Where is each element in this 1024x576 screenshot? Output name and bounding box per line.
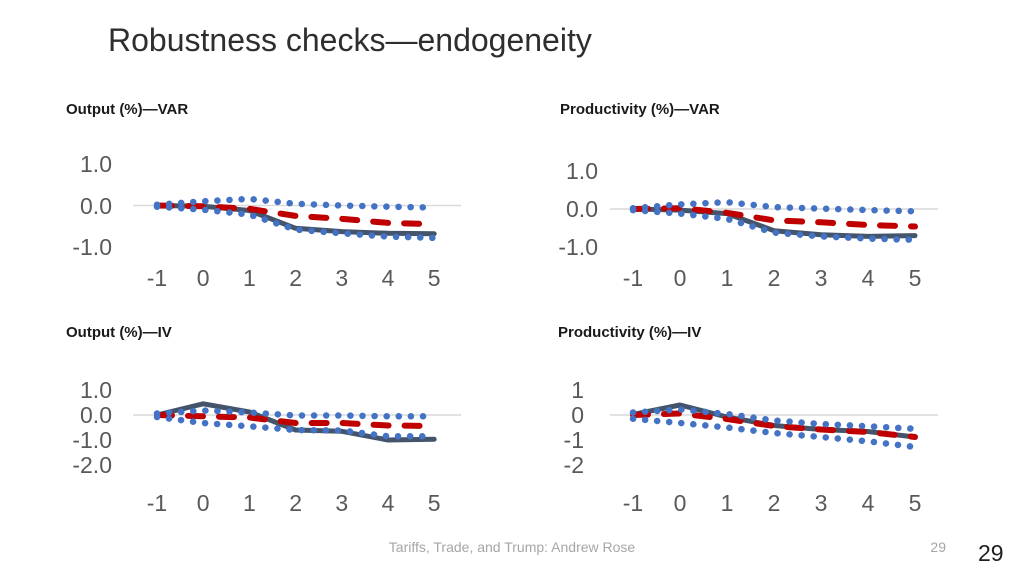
- series-alt-estimate-dashed: [154, 412, 438, 429]
- y-tick-label: 0.0: [80, 402, 112, 428]
- series-band-upper-dotted: [153, 407, 438, 420]
- series-alt-estimate-dashed: [630, 410, 918, 440]
- y-tick-label: -2: [563, 452, 584, 478]
- x-tick-label: 4: [381, 490, 395, 516]
- series-alt-estimate-dashed: [630, 205, 918, 230]
- x-tick-label: 0: [196, 265, 210, 291]
- y-tick-label: 1.0: [80, 151, 112, 177]
- series-point-estimate-solid: [630, 402, 918, 440]
- y-tick-label: -1.0: [558, 234, 598, 260]
- chart-title-output-var: Output (%)—VAR: [66, 101, 189, 118]
- x-tick-label: -1: [146, 265, 168, 291]
- x-tick-label: 5: [908, 265, 922, 291]
- series-point-estimate-solid: [154, 203, 437, 237]
- x-tick-label: 4: [381, 265, 395, 291]
- x-tick-label: 4: [861, 490, 875, 516]
- y-tick-label: 1: [571, 377, 584, 403]
- y-tick-label: 0.0: [566, 196, 598, 222]
- series-band-upper-dotted: [629, 198, 919, 215]
- x-tick-label: 4: [861, 265, 875, 291]
- x-tick-label: 3: [814, 490, 828, 516]
- y-tick-label: 1.0: [80, 377, 112, 403]
- x-tick-label: 5: [427, 490, 441, 516]
- chart-title-output-iv: Output (%)—IV: [66, 324, 172, 341]
- x-tick-label: -1: [622, 490, 644, 516]
- series-alt-estimate-dashed: [154, 202, 438, 228]
- x-tick-label: 5: [427, 265, 441, 291]
- x-tick-label: 2: [289, 265, 302, 291]
- x-tick-label: 5: [908, 490, 922, 516]
- x-tick-label: 3: [335, 265, 349, 291]
- series-band-upper-dotted: [629, 406, 919, 433]
- chart-title-productivity-iv: Productivity (%)—IV: [558, 324, 702, 341]
- series-band-lower-dotted: [153, 413, 438, 440]
- x-tick-label: 3: [335, 490, 349, 516]
- y-tick-label: 0: [571, 402, 584, 428]
- x-tick-label: 1: [242, 265, 256, 291]
- x-tick-label: 1: [242, 490, 256, 516]
- x-tick-label: -1: [146, 490, 168, 516]
- y-tick-label: -1: [563, 427, 584, 453]
- x-tick-label: 1: [720, 490, 734, 516]
- x-tick-label: 3: [814, 265, 828, 291]
- x-tick-label: 2: [767, 265, 781, 291]
- x-tick-label: -1: [622, 265, 644, 291]
- series-band-lower-dotted: [629, 415, 919, 451]
- footer-page-number-small: 29: [930, 539, 946, 555]
- slide-title: Robustness checks—endogeneity: [108, 22, 592, 58]
- x-tick-label: 0: [673, 265, 687, 291]
- series-band-lower-dotted: [629, 206, 919, 244]
- y-tick-label: -1.0: [72, 234, 112, 260]
- y-tick-label: -2.0: [72, 452, 112, 478]
- y-tick-label: 1.0: [566, 158, 598, 184]
- x-tick-label: 1: [720, 265, 734, 291]
- chart-title-productivity-var: Productivity (%)—VAR: [560, 101, 720, 118]
- y-tick-label: 0.0: [80, 192, 112, 219]
- page-number: 29: [978, 540, 1004, 566]
- y-tick-label: -1.0: [72, 427, 112, 453]
- footer-credit: Tariffs, Trade, and Trump: Andrew Rose: [388, 539, 636, 555]
- x-tick-label: 0: [196, 490, 210, 516]
- series-point-estimate-solid: [154, 401, 437, 443]
- x-tick-label: 0: [673, 490, 687, 516]
- x-tick-label: 2: [767, 490, 781, 516]
- series-band-upper-dotted: [153, 195, 438, 211]
- series-band-lower-dotted: [153, 203, 438, 242]
- x-tick-label: 2: [289, 490, 302, 516]
